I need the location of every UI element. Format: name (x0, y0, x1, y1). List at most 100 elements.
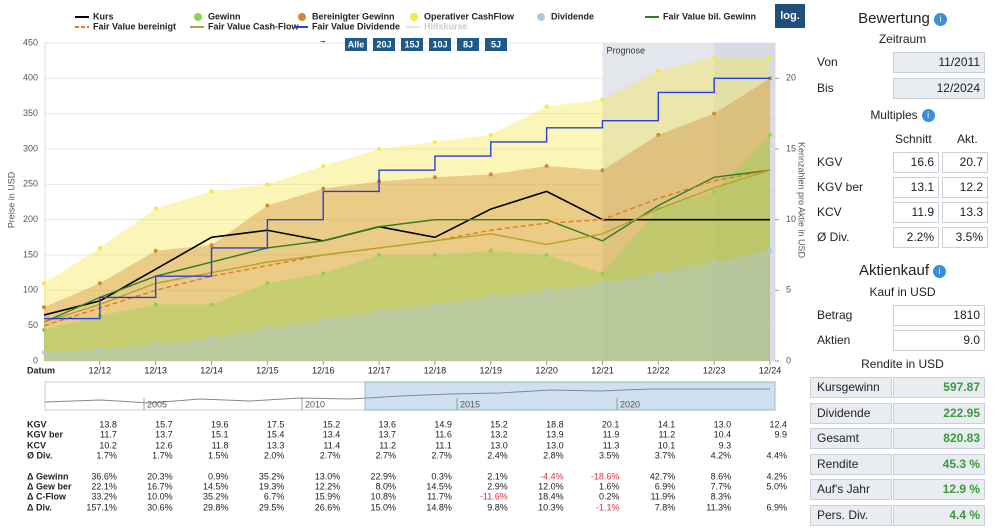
y-tick-label: 350 (23, 108, 38, 118)
zoom-button[interactable] (429, 38, 451, 51)
y-tick-label: 450 (23, 37, 38, 47)
data-point (265, 203, 270, 208)
legend-label[interactable]: Fair Value Dividende (312, 21, 400, 31)
table-cell: 12.2% (315, 481, 341, 491)
zoom-button-label[interactable]: 20J (376, 39, 391, 49)
navigator-label: 2005 (147, 399, 167, 409)
legend-label[interactable]: Fair Value Cash-Flow (208, 21, 300, 31)
data-point (432, 253, 437, 257)
table-cell: 10.4 (714, 429, 732, 439)
navigator-label: 2010 (305, 399, 325, 409)
forecast-zone-late (714, 43, 775, 361)
navigator-selection[interactable] (364, 381, 776, 411)
table-cell: 13.3 (267, 440, 285, 450)
zoom-button[interactable] (373, 38, 395, 51)
zoom-button[interactable] (401, 38, 423, 51)
y-tick-label: 400 (23, 73, 38, 83)
table-cell: 15.1 (211, 429, 229, 439)
table-cell: 15.7 (155, 419, 173, 429)
table-cell: 7.8% (655, 502, 676, 512)
table-row-label: Δ Gewinn (27, 471, 68, 481)
series-line (44, 77, 770, 320)
data-point (712, 189, 717, 194)
zoom-button[interactable] (345, 38, 367, 51)
zoom-button-label[interactable]: 10J (432, 39, 447, 49)
table-cell: 2.8% (543, 450, 564, 460)
data-point (42, 305, 46, 310)
x-tick-label: 12/22 (647, 365, 670, 375)
zoom-button[interactable] (457, 38, 479, 51)
zoom-button-label[interactable]: 5J (491, 39, 501, 49)
side-panel: Bewertung i Zeitraum Von 11/2011 Bis 12/2024 Mu… (805, 0, 1000, 531)
info-icon[interactable]: i (933, 265, 947, 278)
value-box: 3.5% (942, 227, 988, 248)
data-point (600, 271, 605, 276)
series-line (43, 169, 771, 323)
table-cell: 15.9% (315, 491, 341, 501)
info-icon[interactable]: i (921, 109, 935, 122)
legend-label[interactable]: Gewinn (208, 11, 241, 21)
table-cell: 30.6% (147, 502, 173, 512)
table-cell: 13.8 (99, 419, 117, 429)
x-tick-label: 12/16 (312, 365, 335, 375)
legend-label[interactable]: Fair Value bil. Gewinn (663, 11, 756, 21)
zoom-button[interactable] (485, 38, 507, 51)
value-box: 16.6 (893, 152, 939, 173)
log-button[interactable] (775, 4, 805, 28)
data-point (656, 271, 661, 276)
log-button-label[interactable]: log. (780, 10, 800, 22)
section-heading: Zeitraum (805, 32, 1000, 46)
data-point (768, 132, 772, 137)
table-cell: 8.6% (711, 471, 732, 481)
value-box: 820.83 (893, 428, 985, 449)
navigator-label: 2015 (460, 399, 480, 409)
table-cell: 12.0% (538, 481, 564, 491)
legend-label[interactable]: Dividende (551, 11, 594, 21)
table-cell: 157.1% (86, 502, 117, 512)
table-cell: 2.7% (376, 450, 397, 460)
table-cell: 2.0% (264, 450, 285, 460)
legend-label[interactable]: Operativer CashFlow (424, 11, 515, 21)
row-label: KGV (817, 155, 843, 169)
table-cell: 15.0% (371, 502, 397, 512)
table-cell: 13.4 (323, 429, 341, 439)
table-cell: 19.3% (259, 481, 285, 491)
zoom-button-label[interactable]: 8J (463, 39, 473, 49)
area (44, 134, 770, 361)
info-icon[interactable]: i (933, 13, 947, 26)
input-box[interactable]: 1810 (893, 305, 985, 326)
table-cell: 18.8 (546, 419, 564, 429)
value-box: 11/2011 (893, 52, 985, 73)
label-box: Rendite (810, 453, 892, 475)
table-cell: 11.9% (650, 491, 675, 501)
data-point (377, 147, 382, 151)
data-point (153, 248, 158, 253)
legend-label[interactable]: Fair Value bereinigt (93, 21, 176, 31)
legend-label[interactable]: Kurs (93, 11, 114, 21)
table-cell: 42.7% (650, 471, 676, 481)
table-cell: 6.9% (655, 481, 676, 491)
navigator-line (44, 388, 770, 404)
navigator-label: 2020 (620, 399, 640, 409)
table-cell: 14.5% (426, 481, 452, 491)
x-tick-label: 12/18 (424, 365, 447, 375)
table-cell: 14.1 (658, 419, 676, 429)
zoom-button-label[interactable]: Alle (348, 39, 365, 49)
section-title-text: Aktienkauf (858, 262, 930, 279)
table-cell: 22.1% (91, 481, 117, 491)
data-point (768, 55, 772, 60)
table-cell: 14.8% (426, 502, 452, 512)
x-tick-label: 12/15 (256, 365, 279, 375)
legend-label[interactable]: Hilfskurse (424, 21, 468, 31)
legend-label[interactable]: Bereinigter Gewinn (312, 11, 395, 21)
column-header: Schnitt (895, 132, 932, 146)
table-cell: 6.7% (264, 491, 285, 501)
table-cell: 13.7 (155, 429, 173, 439)
input-box[interactable]: 9.0 (893, 330, 985, 351)
section-heading: Rendite in USD (805, 357, 1000, 371)
data-point (544, 288, 549, 293)
data-point (209, 302, 214, 307)
table-cell: 6.9% (766, 502, 787, 512)
zoom-button-label[interactable]: 15J (404, 39, 419, 49)
